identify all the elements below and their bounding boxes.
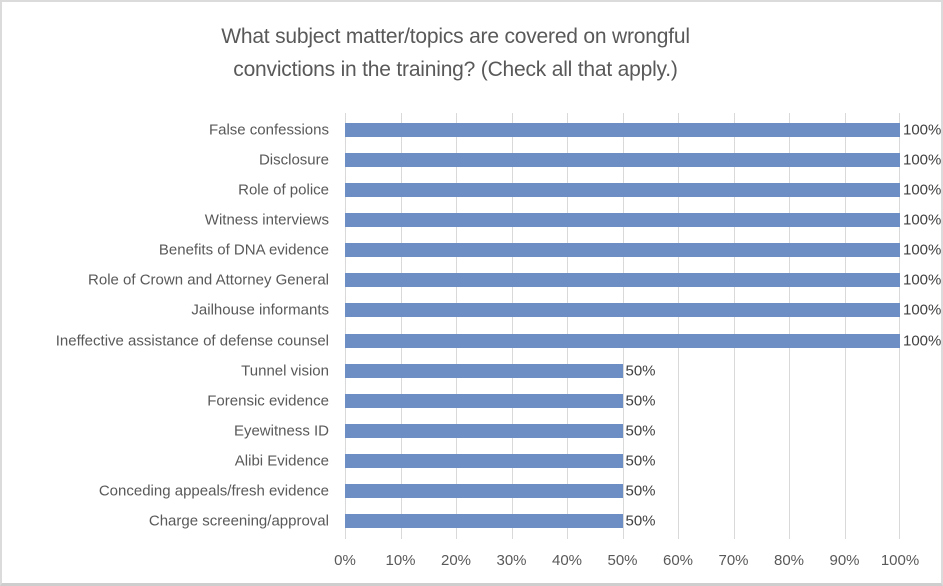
bar [345,213,900,228]
bar-track: 100% [345,145,941,175]
category-label: Conceding appeals/fresh evidence [98,482,329,500]
value-label: 100% [903,241,942,259]
category-label: Eyewitness ID [233,422,329,440]
category-label: Forensic evidence [207,392,329,410]
bar [345,333,900,348]
category-label: Jailhouse informants [191,301,329,319]
bar-track: 50% [345,506,900,536]
category-label: Charge screening/approval [148,512,329,530]
x-axis-tick-label: 70% [718,552,749,569]
gridline [899,113,900,539]
value-label: 50% [625,422,656,440]
gridline [678,113,679,539]
bar-row: Alibi Evidence 50% [2,446,941,476]
x-axis-tick-label: 20% [440,552,472,569]
bar-track: 50% [345,356,900,386]
x-axis-tick-label: 60% [662,552,694,569]
x-axis-tick-label: 10% [385,552,416,569]
bar-row: Role of Crown and Attorney General 100% [2,265,941,295]
bar-row: Disclosure 100% [2,145,941,175]
bar [345,153,900,168]
bar-row: Tunnel vision 50% [2,356,941,386]
bar-row: Role of police 100% [2,175,941,205]
bar-row: Conceding appeals/fresh evidence 50% [2,476,941,506]
bar-track: 50% [345,386,900,416]
bar-rows: False confessions 100% Disclosure 100% Role … [2,115,941,536]
bar-track: 50% [345,446,900,476]
bar [345,363,623,378]
bar-row: Charge screening/approval 50% [2,506,941,536]
bar-row: False confessions 100% [2,115,941,145]
x-axis-tick-label: 40% [551,552,583,569]
bar-track: 50% [345,416,900,446]
x-axis-tick-label: 50% [607,552,638,569]
bar-track: 100% [345,175,941,205]
value-label: 50% [625,512,656,530]
category-label: Disclosure [258,151,329,169]
value-label: 50% [625,362,656,380]
x-axis-tick-label: 80% [773,552,805,569]
x-axis-tick-label: 0% [334,552,356,569]
chart-title-line-2: convictions in the training? (Check all … [233,58,678,81]
gridline [567,113,568,539]
bar-row: Eyewitness ID 50% [2,416,941,446]
bar [345,483,623,498]
bar [345,303,900,318]
chart-title-line-1: What subject matter/topics are covered o… [221,25,690,48]
bar-row: Ineffective assistance of defense counse… [2,325,941,355]
x-axis-tick-label: 90% [829,552,860,569]
bar-track: 100% [345,295,941,325]
category-label: Alibi Evidence [234,452,329,470]
gridline [345,113,346,539]
bar-row: Forensic evidence 50% [2,386,941,416]
value-label: 100% [903,211,942,229]
value-label: 100% [903,151,942,169]
bar-row: Witness interviews 100% [2,205,941,235]
bar-track: 100% [345,265,941,295]
bar [345,393,623,408]
bar-track: 100% [345,325,941,355]
value-label: 100% [903,332,942,350]
bar-row: Jailhouse informants 100% [2,295,941,325]
bar-track: 100% [345,205,941,235]
gridline [456,113,457,539]
value-label: 100% [903,121,942,139]
value-label: 100% [903,181,942,199]
category-label: Benefits of DNA evidence [158,241,329,259]
value-label: 50% [625,482,656,500]
x-axis: 0% 10% 20% 30% 40% 50% 60% 70% 80% 90% 100% [334,552,919,572]
value-label: 100% [903,301,942,319]
bar-track: 100% [345,235,941,265]
gridline [622,113,624,539]
gridline [789,113,790,539]
bar-track: 50% [345,476,900,506]
value-label: 50% [625,452,656,470]
bar [345,453,623,468]
bar [345,423,623,438]
bar [345,123,900,138]
value-label: 100% [903,271,942,289]
gridline [400,113,402,539]
category-label: Tunnel vision [241,362,329,380]
bar-row: Benefits of DNA evidence 100% [2,235,941,265]
bar [345,243,900,258]
category-label: Role of Crown and Attorney General [88,271,329,289]
plot-area-gridlines [345,113,900,539]
bar-track: 100% [345,115,941,145]
bar [345,183,900,198]
x-axis-tick-label: 100% [880,552,920,569]
gridline [844,113,846,539]
gridline [733,113,735,539]
bar [345,273,900,288]
category-label: Role of police [238,181,329,199]
category-label: Witness interviews [204,211,329,229]
x-axis-tick-label: 30% [496,552,527,569]
gridline [511,113,513,539]
category-label: Ineffective assistance of defense counse… [55,332,329,350]
value-label: 50% [625,392,656,410]
category-label: False confessions [208,121,329,139]
chart-title: What subject matter/topics are covered o… [2,20,925,86]
bar [345,513,623,528]
